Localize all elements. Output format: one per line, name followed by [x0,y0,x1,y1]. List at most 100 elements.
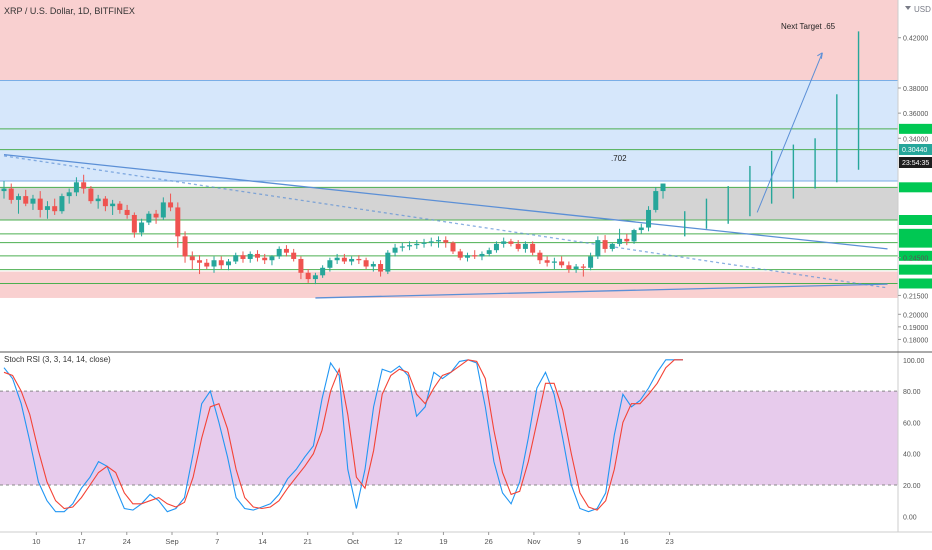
candle[interactable] [486,247,492,257]
candle[interactable] [247,251,253,263]
candle[interactable] [385,250,391,275]
candle[interactable] [443,236,449,248]
candle[interactable] [44,201,50,219]
candle[interactable] [544,256,550,267]
candle[interactable] [160,197,166,220]
candle[interactable] [8,183,14,204]
candle[interactable] [588,252,594,271]
candle[interactable] [298,256,304,280]
candle[interactable] [30,194,36,210]
candle[interactable] [291,248,297,262]
candle[interactable] [66,188,72,204]
candle[interactable] [559,256,565,268]
candle[interactable] [1,181,7,199]
candle[interactable] [407,241,413,251]
candle[interactable] [428,237,434,247]
candle[interactable] [131,212,137,238]
candle[interactable] [117,201,123,214]
candle[interactable] [175,202,181,248]
candle[interactable] [276,246,282,259]
candle[interactable] [436,236,442,248]
candle[interactable] [493,241,499,253]
candle[interactable] [341,253,347,264]
candle[interactable] [305,269,311,283]
candle[interactable] [124,204,130,219]
candle[interactable] [204,258,210,270]
candle[interactable] [349,256,355,266]
candle[interactable] [392,243,398,257]
candle[interactable] [168,193,174,212]
candle[interactable] [52,198,58,215]
candle[interactable] [537,250,543,264]
candle[interactable] [399,242,405,252]
candle[interactable] [479,251,485,261]
candle[interactable] [240,251,246,263]
candle[interactable] [226,258,231,271]
price-pane[interactable] [0,0,932,299]
candle[interactable] [153,209,159,224]
candle[interactable] [472,250,478,259]
candle[interactable] [595,236,601,259]
candle[interactable] [580,264,586,277]
candle[interactable] [110,199,116,215]
candle[interactable] [515,240,521,252]
candle[interactable] [59,193,65,214]
candle[interactable] [334,253,340,264]
stoch-k-line[interactable] [3,359,683,513]
candle[interactable] [95,194,101,209]
candle[interactable] [573,264,579,273]
currency-selector[interactable]: USD [905,5,931,14]
candle[interactable] [23,189,29,207]
candle[interactable] [660,183,666,199]
candle[interactable] [624,233,630,246]
candle[interactable] [254,250,260,262]
candle[interactable] [602,235,608,253]
candle[interactable] [218,256,224,270]
candle[interactable] [139,218,145,237]
candle[interactable] [320,265,326,278]
candle[interactable] [233,252,239,264]
candle[interactable] [457,248,463,261]
candle[interactable] [211,256,217,273]
trend-line[interactable] [315,283,888,299]
candle[interactable] [421,238,427,248]
candle[interactable] [269,255,275,266]
candle[interactable] [566,261,572,273]
stoch-rsi-pane[interactable] [0,359,898,513]
candle[interactable] [15,193,21,214]
candle[interactable] [182,231,188,263]
candle[interactable] [638,223,644,234]
candle[interactable] [327,257,333,272]
candle[interactable] [501,237,507,248]
candle[interactable] [609,242,615,252]
candle[interactable] [617,228,623,247]
candle[interactable] [522,241,528,253]
candle[interactable] [262,253,268,264]
candle[interactable] [283,245,289,257]
candle[interactable] [88,186,94,204]
candle[interactable] [102,196,108,212]
candle[interactable] [414,240,420,249]
candle[interactable] [551,257,557,270]
candle[interactable] [508,238,514,247]
candle[interactable] [530,241,536,256]
candle[interactable] [146,211,152,226]
candle[interactable] [37,191,43,218]
candle[interactable] [450,241,456,254]
candle[interactable] [73,177,79,197]
candle[interactable] [81,174,87,194]
trend-line[interactable] [3,153,888,250]
candle[interactable] [363,257,369,270]
candle[interactable] [646,206,652,232]
candle[interactable] [197,255,203,275]
target-arrow-line[interactable] [756,52,823,213]
candle[interactable] [378,260,384,277]
stoch-d-line[interactable] [3,359,683,511]
candle[interactable] [356,255,362,264]
candle[interactable] [312,272,318,285]
trend-line[interactable] [3,155,888,289]
candle[interactable] [653,187,659,213]
candle[interactable] [189,251,195,270]
candle[interactable] [631,228,637,244]
